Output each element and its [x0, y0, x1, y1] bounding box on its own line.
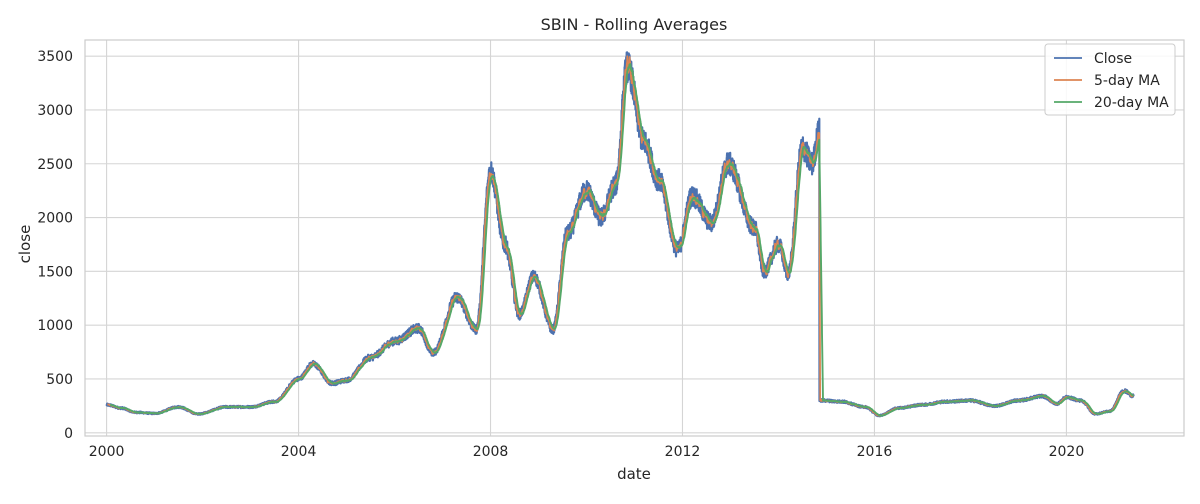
- series-lines: [105, 51, 1135, 418]
- legend-box: [1044, 43, 1176, 116]
- x-axis-ticks: 2000 2004 2008 2012 2016 2020: [89, 444, 1084, 460]
- y-axis-title: close: [16, 225, 34, 264]
- chart-title: SBIN - Rolling Averages: [541, 15, 728, 34]
- x-tick-label: 2004: [281, 444, 317, 460]
- y-tick-label: 2500: [37, 157, 73, 173]
- y-tick-label: 0: [64, 426, 73, 442]
- x-tick-label: 2000: [89, 444, 125, 460]
- axes-frame: [84, 39, 1185, 437]
- y-tick-label: 500: [46, 372, 73, 388]
- x-tick-label: 2020: [1049, 444, 1085, 460]
- legend-label-20-day-ma: 20-day MA: [1094, 95, 1169, 111]
- x-tick-label: 2012: [665, 444, 701, 460]
- legend-label-5-day-ma: 5-day MA: [1094, 73, 1160, 89]
- y-axis-ticks: 0 500 1000 1500 2000 2500 3000 3500: [37, 49, 73, 442]
- x-tick-label: 2016: [857, 444, 893, 460]
- x-tick-label: 2008: [473, 444, 509, 460]
- y-tick-label: 2000: [37, 211, 73, 227]
- legend-label-close: Close: [1094, 51, 1132, 67]
- x-axis-title: date: [617, 465, 651, 483]
- series-line-20-day-ma: [109, 63, 1135, 417]
- y-tick-label: 1000: [37, 318, 73, 334]
- y-tick-label: 1500: [37, 264, 73, 280]
- y-tick-label: 3500: [37, 49, 73, 65]
- y-tick-label: 3000: [37, 103, 73, 119]
- legend: Close 5-day MA 20-day MA: [1044, 43, 1176, 116]
- axes-spines: [84, 39, 1185, 437]
